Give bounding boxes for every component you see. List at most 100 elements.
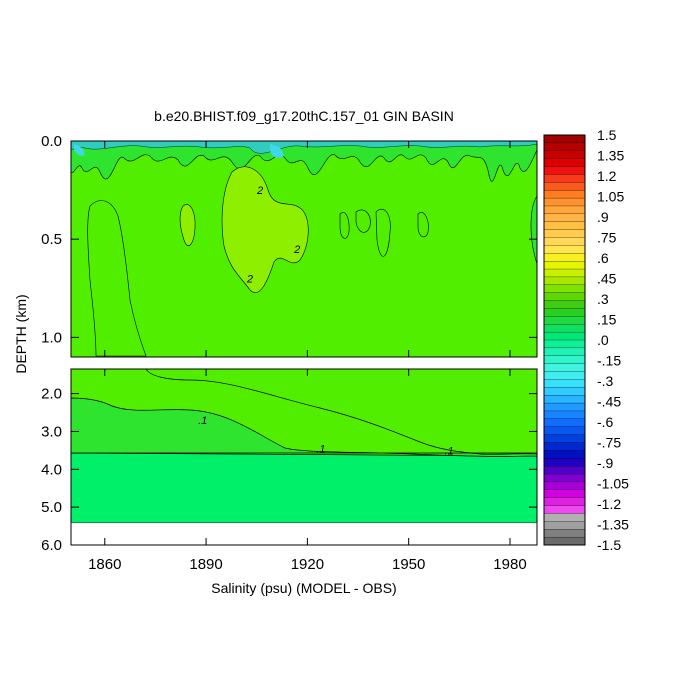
colorbar-swatch <box>543 395 586 404</box>
colorbar-swatch <box>543 316 586 325</box>
colorbar-swatch <box>543 513 586 522</box>
colorbar-label: .9 <box>597 209 609 225</box>
colorbar-swatch <box>543 473 586 483</box>
lower-mid-layer <box>70 397 538 457</box>
x-tick-label: 1890 <box>189 556 222 573</box>
colorbar-swatch <box>543 347 586 357</box>
colorbar-swatch <box>543 300 586 309</box>
colorbar-swatch <box>543 371 586 380</box>
colorbar-swatch <box>543 442 586 451</box>
x-tick-label: 1950 <box>392 556 425 573</box>
colorbar-label: -.6 <box>597 414 614 430</box>
y-tick-label: 3.0 <box>41 423 62 440</box>
colorbar-label: .15 <box>597 312 617 328</box>
colorbar-swatch <box>543 434 586 443</box>
y-tick-label: 5.0 <box>41 499 62 516</box>
lower-panel <box>70 368 538 546</box>
contour-labels: 2 2 2 .1 .1 .1 <box>198 185 454 457</box>
colorbar-label: -.45 <box>597 394 621 410</box>
colorbar-label: 1.35 <box>597 148 624 164</box>
upper-cyan-spot-2 <box>74 144 85 156</box>
upper-patch-d <box>339 212 350 239</box>
contour-label: 2 <box>256 185 263 197</box>
upper-axes: 0.0 0.5 1.0 <box>41 133 537 346</box>
colorbar-label: 1.5 <box>597 127 617 143</box>
colorbar-swatch <box>543 150 586 160</box>
colorbar-swatch <box>543 205 586 215</box>
upper-patch-e <box>355 209 371 233</box>
upper-surface-band <box>70 140 538 182</box>
colorbar-swatch <box>543 134 586 144</box>
contour-label: 2 <box>293 244 300 256</box>
colorbar-label: .45 <box>597 271 617 287</box>
lower-axes: 2.0 3.0 4.0 5.0 6.0 <box>41 386 537 554</box>
upper-patch-b <box>179 204 196 246</box>
colorbar-swatch <box>543 221 586 231</box>
x-axis-label: Salinity (psu) (MODEL - OBS) <box>211 580 396 596</box>
colorbar-swatch <box>543 158 586 167</box>
colorbar-swatch <box>543 268 586 278</box>
y-axis-label: DEPTH (km) <box>13 294 29 373</box>
colorbar-swatch <box>543 379 586 388</box>
colorbar-swatch <box>543 497 586 507</box>
x-axis: 1860 1890 1920 1950 1980 <box>88 141 527 573</box>
colorbar-swatch <box>543 426 586 436</box>
colorbar-swatch <box>543 182 586 191</box>
colorbar-label: .6 <box>597 250 609 266</box>
colorbar-swatch <box>543 418 586 428</box>
upper-patch-c <box>87 200 147 357</box>
colorbar-label: -.9 <box>597 455 614 471</box>
colorbar-swatch <box>543 489 586 499</box>
x-tick-label: 1860 <box>88 556 121 573</box>
contour-label: .1 <box>445 445 454 457</box>
colorbar-swatch <box>543 237 586 246</box>
colorbar-label: .3 <box>597 291 609 307</box>
colorbar-label: -1.05 <box>597 476 629 492</box>
contour-label: 2 <box>246 273 253 285</box>
lower-contour-upper <box>145 368 538 455</box>
colorbar-swatch <box>543 363 586 372</box>
colorbar-swatch <box>543 402 586 412</box>
colorbar-swatch <box>543 261 586 270</box>
colorbar-swatch <box>543 197 586 207</box>
colorbar-label: -.3 <box>597 373 614 389</box>
upper-patch-a <box>221 166 309 293</box>
x-tick-label: 1920 <box>291 556 324 573</box>
colorbar-swatch <box>543 253 586 262</box>
y-tick-label: 1.0 <box>41 329 62 346</box>
y-tick-label: 6.0 <box>41 537 62 554</box>
lower-deep-layer <box>70 452 538 524</box>
upper-patch-f <box>375 208 391 257</box>
colorbar-swatch <box>543 229 586 238</box>
colorbar: 1.5 1.35 1.2 1.05 .9 .75 .6 .45 .3 .15 .0 -.15 -.3 -.… <box>543 127 629 553</box>
colorbar-swatch <box>543 174 586 183</box>
colorbar-swatch <box>543 466 586 475</box>
colorbar-label: 1.2 <box>597 168 617 184</box>
colorbar-swatch <box>543 481 586 491</box>
contour-label: .1 <box>316 443 325 455</box>
upper-cyan-spot-1 <box>270 144 284 158</box>
y-tick-label: 0.5 <box>41 231 62 248</box>
upper-patch-g <box>417 212 429 238</box>
upper-panel <box>70 140 538 358</box>
colorbar-label: -1.5 <box>597 537 621 553</box>
chart-title: b.e20.BHIST.f09_g17.20thC.157_01 GIN BAS… <box>154 108 454 124</box>
colorbar-swatch <box>543 284 586 294</box>
no-data-region <box>71 523 537 545</box>
colorbar-swatch <box>543 339 586 349</box>
colorbar-swatch <box>543 308 586 317</box>
colorbar-swatch <box>543 505 586 514</box>
colorbar-swatch <box>543 387 586 396</box>
colorbar-swatch <box>543 410 586 420</box>
colorbar-swatch <box>543 450 586 459</box>
colorbar-label: -1.2 <box>597 496 621 512</box>
colorbar-label: .75 <box>597 230 617 246</box>
colorbar-swatch <box>543 292 586 302</box>
colorbar-swatch <box>543 166 586 175</box>
colorbar-label: -1.35 <box>597 517 629 533</box>
colorbar-swatch <box>543 142 586 152</box>
x-tick-label: 1980 <box>493 556 526 573</box>
colorbar-swatch <box>543 213 586 223</box>
colorbar-swatch <box>543 324 586 333</box>
